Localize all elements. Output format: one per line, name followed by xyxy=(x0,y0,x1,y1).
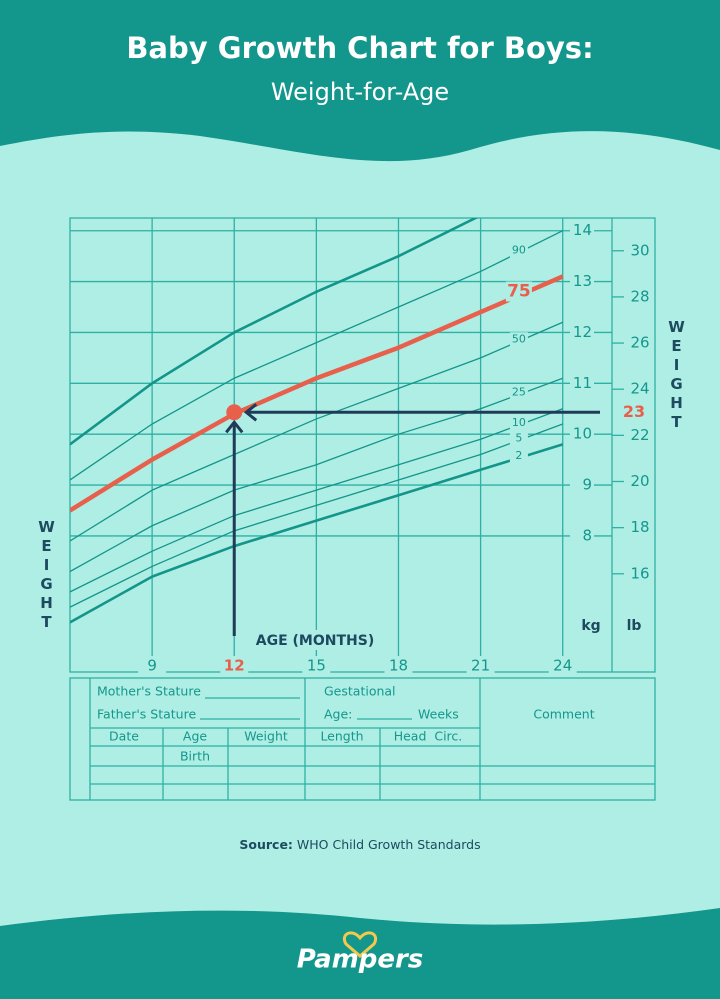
series-label: 75 xyxy=(507,281,531,301)
subtitle: Weight-for-Age xyxy=(271,78,449,106)
y-tick-label: 12 xyxy=(573,323,592,341)
form-column: Weight xyxy=(244,729,288,744)
y2-tick-label: 30 xyxy=(630,241,649,259)
highlight-label: 23 xyxy=(623,402,645,421)
label-bg xyxy=(570,526,594,545)
form-column: Date xyxy=(109,729,139,744)
label-bg xyxy=(505,281,532,302)
x-tick-label: 24 xyxy=(553,657,572,675)
x-tick-label: 12 xyxy=(224,657,245,675)
chart-frame xyxy=(69,217,656,673)
label-bg xyxy=(570,425,594,444)
percentile-line xyxy=(70,274,564,513)
footer-band xyxy=(0,908,720,999)
label-bg xyxy=(509,416,528,431)
y2-tick-label: 28 xyxy=(630,287,649,305)
form-column: Head Circ. xyxy=(394,729,463,744)
source-label: Source: xyxy=(239,837,293,852)
highlight-point xyxy=(226,404,243,421)
percentile-line xyxy=(70,408,563,593)
label-bg xyxy=(466,656,495,674)
curves xyxy=(70,218,564,624)
y-tick-label: 11 xyxy=(573,374,592,392)
labels: 9 12 15 18 21 24 8 9 10 11 12 13 14 16 18 20 22 24 26 28 30 9… xyxy=(138,221,652,675)
y2-tick-label: 22 xyxy=(630,426,649,444)
label-bg xyxy=(570,272,594,291)
label-bg xyxy=(570,221,594,240)
header-band xyxy=(0,0,720,162)
label-bg xyxy=(622,402,652,423)
series-label: 10 xyxy=(512,416,526,429)
y-tick-label: 10 xyxy=(573,425,592,443)
label-bg xyxy=(302,656,331,674)
y2-tick-label: 24 xyxy=(630,380,649,398)
y2-unit: lb xyxy=(627,618,642,634)
y-axis-title: WEIGHT xyxy=(38,518,56,632)
form-column: Age xyxy=(183,729,207,744)
series-label: 2 xyxy=(515,449,522,462)
form-label: Birth xyxy=(180,749,210,764)
x-tick-label: 21 xyxy=(471,657,490,675)
label-bg xyxy=(384,656,413,674)
y-tick-label: 9 xyxy=(582,476,592,494)
x-tick-label: 18 xyxy=(389,657,408,675)
form-label: Father's Stature xyxy=(97,707,196,722)
label-bg xyxy=(578,615,604,635)
percentile-line xyxy=(70,230,564,481)
label-bg xyxy=(570,323,594,342)
y2-tick-label: 18 xyxy=(630,518,649,536)
logo-heart xyxy=(343,931,377,958)
form-label: Comment xyxy=(533,707,594,722)
x-tick-label: 15 xyxy=(307,657,326,675)
label-bg xyxy=(509,332,528,347)
label-bg xyxy=(220,656,249,674)
title: Baby Growth Chart for Boys: xyxy=(126,31,593,65)
series-label: 25 xyxy=(512,386,526,399)
label-bg xyxy=(570,374,594,393)
percentile-line xyxy=(70,377,563,573)
source-text: WHO Child Growth Standards xyxy=(297,837,481,852)
x-tick-label: 9 xyxy=(147,657,157,675)
label-bg xyxy=(509,385,528,400)
label-bg xyxy=(248,630,382,650)
y-tick-label: 8 xyxy=(582,526,592,544)
series-label: 90 xyxy=(512,243,526,256)
label-bg xyxy=(509,431,528,446)
y-tick-label: 13 xyxy=(573,272,592,290)
y2-tick-label: 16 xyxy=(630,564,649,582)
brand-logo: Pampers xyxy=(297,945,424,975)
y2-axis-title: WEIGHT xyxy=(668,318,686,432)
form-frame xyxy=(69,677,656,801)
record-form: Mother's Stature Father's Stature Gestat… xyxy=(69,677,656,801)
series-label: 5 xyxy=(515,431,522,444)
label-bg xyxy=(570,476,594,495)
label-bg xyxy=(509,448,528,463)
form-label: Mother's Stature xyxy=(97,684,201,699)
label-bg xyxy=(548,656,577,674)
form-label: Gestational xyxy=(324,684,396,699)
form-label: Age: xyxy=(324,707,352,722)
y-unit: kg xyxy=(581,618,600,634)
y-tick-label: 14 xyxy=(573,221,592,239)
arrow-head xyxy=(243,403,258,422)
source: Source: WHO Child Growth Standards xyxy=(239,837,480,852)
x-axis-title: AGE (MONTHS) xyxy=(256,633,374,649)
label-bg xyxy=(509,243,528,258)
series-label: 50 xyxy=(512,332,526,345)
form-label: Weeks xyxy=(418,707,459,722)
percentile-line xyxy=(70,423,563,608)
y2-tick-label: 26 xyxy=(630,334,649,352)
label-bg xyxy=(138,656,167,674)
percentile-line xyxy=(70,321,563,542)
percentile-line xyxy=(70,218,479,446)
arrow-head xyxy=(225,419,244,434)
form-column: Length xyxy=(320,729,363,744)
y2-tick-label: 20 xyxy=(630,472,649,490)
percentile-line xyxy=(70,443,564,624)
